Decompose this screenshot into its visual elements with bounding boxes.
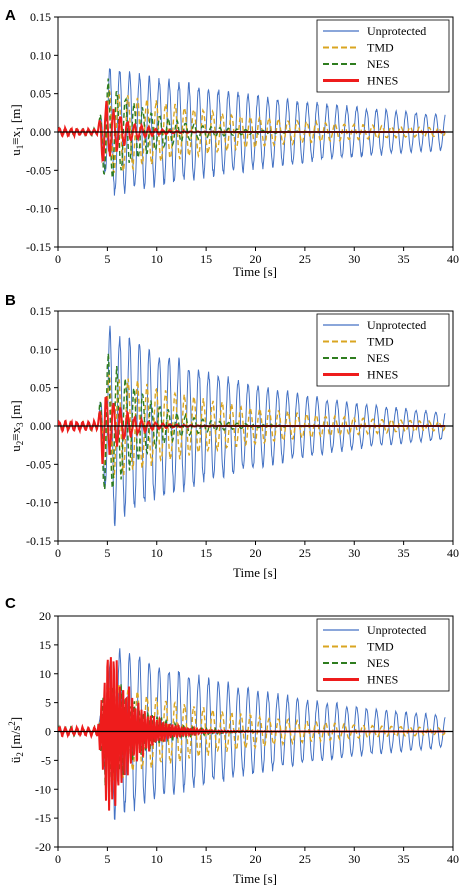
y-tick-label: 0.10: [30, 48, 51, 62]
y-tick-label: 0.00: [30, 419, 51, 433]
series-line-unprotected: [58, 68, 446, 196]
x-tick-label: 15: [200, 252, 212, 266]
y-tick-label: 0.00: [30, 125, 51, 139]
legend-label-hnes: HNES: [367, 368, 398, 382]
x-tick-label: 40: [447, 546, 459, 560]
x-tick-label: 35: [398, 546, 410, 560]
x-tick-label: 20: [250, 252, 262, 266]
legend-label-unprotected: Unprotected: [367, 318, 426, 332]
x-tick-label: 5: [104, 546, 110, 560]
legend-label-nes: NES: [367, 656, 390, 670]
y-tick-label: -0.05: [26, 163, 51, 177]
panel-b-ylabel: u2≡x3 [m]: [8, 400, 25, 451]
series-line-tmd: [58, 684, 446, 781]
y-tick-label: 10: [39, 667, 51, 681]
y-tick-label: -0.10: [26, 496, 51, 510]
x-tick-label: 15: [200, 852, 212, 866]
legend-label-unprotected: Unprotected: [367, 623, 426, 637]
legend-label-hnes: HNES: [367, 673, 398, 687]
x-tick-label: 10: [151, 546, 163, 560]
panel-a-xlabel: Time [s]: [233, 264, 277, 279]
panel-c-xlabel: Time [s]: [233, 871, 277, 886]
panel-c-plot: 0 5 10 15 20 25 30 35 40 20 15 10 5 0 -5 -10 -15 -20 Unpro…: [35, 609, 459, 866]
x-tick-label: 30: [348, 252, 360, 266]
legend-label-unprotected: Unprotected: [367, 24, 426, 38]
x-tick-label: 20: [250, 546, 262, 560]
legend-label-tmd: TMD: [367, 335, 394, 349]
y-tick-label: 0.05: [30, 87, 51, 101]
legend: Unprotected TMD NES HNES: [316, 19, 450, 93]
y-tick-label: -0.05: [26, 457, 51, 471]
x-tick-label: 10: [151, 252, 163, 266]
x-tick-label: 25: [299, 546, 311, 560]
x-tick-label: 20: [250, 852, 262, 866]
y-tick-label: -0.15: [26, 534, 51, 548]
x-tick-label: 5: [104, 852, 110, 866]
y-tick-label: 0: [45, 725, 51, 739]
x-tick-label: 30: [348, 546, 360, 560]
x-tick-label: 10: [151, 852, 163, 866]
panel-a-plot: 0 5 10 15 20 25 30 35 40 0.15 0.10 0.05 0.00 -0.05 -0.…: [26, 10, 459, 266]
y-tick-label: -10: [35, 782, 51, 796]
series-line-tmd: [58, 372, 446, 479]
panel-a-letter: A: [5, 7, 16, 24]
y-tick-label: 0.05: [30, 381, 51, 395]
panel-b: B 0 5 10 15 20 25 30 35 40 0.15 0.10 0.05 0.00 -0.05 -…: [5, 292, 459, 580]
y-tick-label: -5: [41, 753, 51, 767]
x-tick-label: 35: [398, 852, 410, 866]
x-tick-label: 35: [398, 252, 410, 266]
legend: Unprotected TMD NES HNES: [316, 313, 450, 387]
y-tick-label: -15: [35, 811, 51, 825]
y-tick-label: 0.15: [30, 10, 51, 24]
panel-c: C 0 5 10 15 20 25 30 35 40 20 15 10 5 0 -5 -10 -15 -20 Unp…: [5, 595, 459, 886]
x-tick-label: 25: [299, 852, 311, 866]
x-tick-label: 0: [55, 252, 61, 266]
legend-label-tmd: TMD: [367, 640, 394, 654]
y-tick-label: 20: [39, 609, 51, 623]
panel-c-ylabel: ü2 [m/s2]: [7, 717, 25, 763]
panel-b-letter: B: [5, 292, 16, 309]
y-tick-label: -0.15: [26, 240, 51, 254]
legend-label-nes: NES: [367, 351, 390, 365]
panel-b-plot: 0 5 10 15 20 25 30 35 40 0.15 0.10 0.05 0.00 -0.05 -0.…: [26, 304, 459, 560]
x-tick-label: 40: [447, 252, 459, 266]
y-tick-label: 0.15: [30, 304, 51, 318]
x-tick-label: 25: [299, 252, 311, 266]
x-tick-label: 0: [55, 546, 61, 560]
x-tick-label: 40: [447, 852, 459, 866]
x-tick-label: 5: [104, 252, 110, 266]
y-tick-label: 5: [45, 696, 51, 710]
legend: Unprotected TMD NES HNES: [316, 618, 450, 692]
x-tick-label: 0: [55, 852, 61, 866]
legend-label-hnes: HNES: [367, 74, 398, 88]
panel-c-letter: C: [5, 595, 16, 612]
x-tick-label: 15: [200, 546, 212, 560]
legend-label-tmd: TMD: [367, 41, 394, 55]
y-tick-label: 15: [39, 638, 51, 652]
y-tick-label: -0.10: [26, 202, 51, 216]
panel-b-xlabel: Time [s]: [233, 565, 277, 580]
legend-label-nes: NES: [367, 57, 390, 71]
series-line-unprotected: [58, 325, 446, 527]
y-tick-label: -20: [35, 840, 51, 854]
x-tick-label: 30: [348, 852, 360, 866]
y-tick-label: 0.10: [30, 342, 51, 356]
panel-a-ylabel: u1≡x1 [m]: [8, 104, 25, 155]
panel-a: A 0 5 10 15 20 25 30 35 40 0.15 0.10 0.05 0.00 -0.05 -…: [5, 7, 459, 279]
